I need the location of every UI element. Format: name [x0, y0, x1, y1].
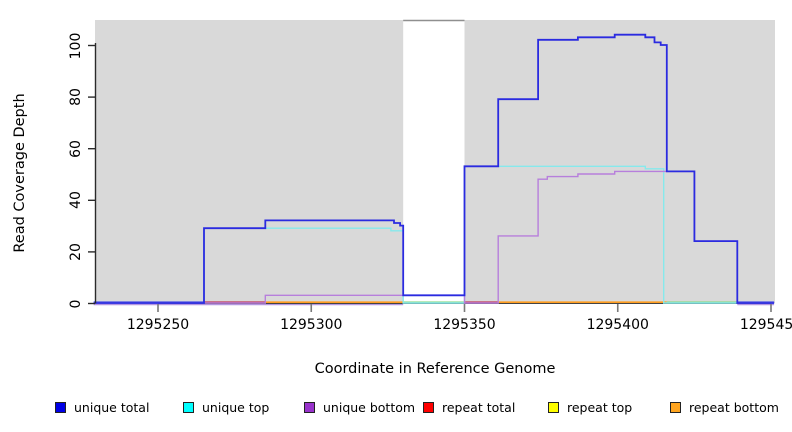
alignment-gap-band	[403, 21, 465, 303]
y-tick-label: 80	[68, 88, 84, 107]
legend-item-unique-top: unique top	[183, 399, 269, 415]
x-axis-label: Coordinate in Reference Genome	[314, 361, 556, 377]
legend-label: unique total	[74, 399, 150, 415]
x-tick-label: 1295350	[433, 317, 496, 333]
legend-swatch-icon	[55, 401, 66, 413]
y-axis-label: Read Coverage Depth	[12, 93, 28, 253]
legend-swatch-icon	[183, 401, 194, 413]
legend-swatch-icon	[304, 401, 315, 413]
legend-swatch-icon	[548, 401, 559, 413]
legend-item-repeat-top: repeat top	[548, 399, 632, 415]
legend-item-unique-total: unique total	[55, 399, 149, 415]
y-tick-label: 0	[68, 299, 84, 308]
legend-swatch-icon	[670, 401, 681, 413]
x-tick-label: 1295400	[586, 317, 649, 333]
legend-label: unique top	[202, 399, 270, 415]
y-tick-label: 60	[68, 139, 84, 158]
y-tick-label: 100	[68, 32, 84, 59]
legend-item-repeat-total: repeat total	[423, 399, 515, 415]
series-line-unique-total	[93, 33, 775, 304]
x-tick-label: 1295300	[280, 317, 343, 333]
legend-item-repeat-bottom: repeat bottom	[670, 399, 779, 415]
legend-label: repeat total	[442, 399, 516, 415]
y-tick-label: 20	[68, 242, 84, 261]
legend-swatch-icon	[423, 401, 434, 413]
y-tick-label: 40	[68, 191, 84, 210]
chart-legend: unique total unique top unique bottom repea…	[0, 399, 792, 419]
legend-label: repeat top	[567, 399, 633, 415]
legend-item-unique-bottom: unique bottom	[304, 399, 415, 415]
x-tick-label: 1295250	[126, 317, 190, 333]
legend-label: unique bottom	[323, 399, 416, 415]
legend-label: repeat bottom	[689, 399, 779, 415]
